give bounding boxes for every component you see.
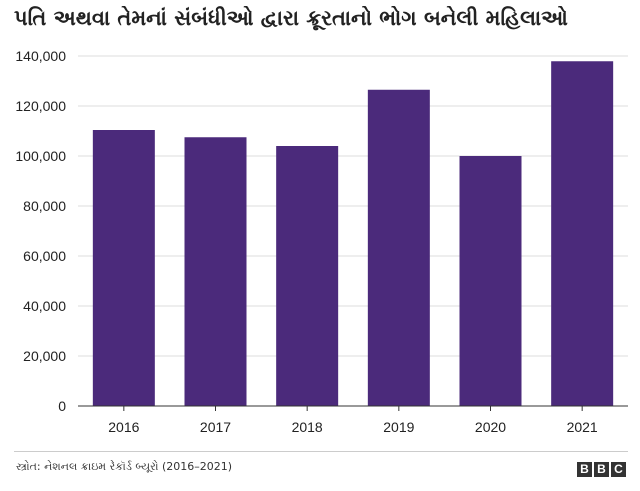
bar-2017: [184, 137, 247, 406]
y-axis-ticks: 0 20,000 40,000 60,000 80,000 100,000 120,000 1…: [15, 48, 66, 414]
source-note: સ્ત્રોત: નેશનલ ક્રાઇમ રેકૉર્ડ બ્યૂરો (20…: [16, 460, 233, 473]
bars: [92, 61, 614, 406]
bar-2019: [367, 89, 430, 406]
y-tick-label: 80,000: [23, 198, 66, 214]
bar-2021: [551, 61, 614, 406]
bbc-logo-letter: C: [611, 462, 626, 477]
y-tick-label: 140,000: [15, 48, 66, 64]
chart-title: પતિ અથવા તેમનાં સંબંધીઓ દ્વારા ક્રૂરતાનો…: [14, 6, 568, 30]
y-tick-label: 100,000: [15, 148, 66, 164]
bar-2020: [459, 156, 522, 406]
x-tick-label: 2019: [383, 419, 414, 435]
x-tick-label: 2020: [475, 419, 506, 435]
x-tick-label: 2021: [567, 419, 598, 435]
bbc-logo: B B C: [577, 462, 626, 477]
x-tick-label: 2016: [108, 419, 139, 435]
bar-chart: 0 20,000 40,000 60,000 80,000 100,000 120,000 1…: [15, 48, 628, 435]
bbc-logo-letter: B: [577, 462, 592, 477]
grid-lines: [78, 55, 628, 357]
bbc-logo-letter: B: [594, 462, 609, 477]
y-tick-label: 20,000: [23, 348, 66, 364]
x-tick-label: 2017: [200, 419, 231, 435]
bar-2016: [92, 130, 155, 406]
y-tick-label: 0: [58, 398, 66, 414]
x-axis-ticks: 2016 2017 2018 2019 2020 2021: [108, 406, 598, 435]
y-tick-label: 120,000: [15, 98, 66, 114]
footer-divider: [14, 451, 628, 452]
x-tick-label: 2018: [292, 419, 323, 435]
bar-2018: [276, 146, 339, 406]
y-tick-label: 60,000: [23, 248, 66, 264]
y-tick-label: 40,000: [23, 298, 66, 314]
